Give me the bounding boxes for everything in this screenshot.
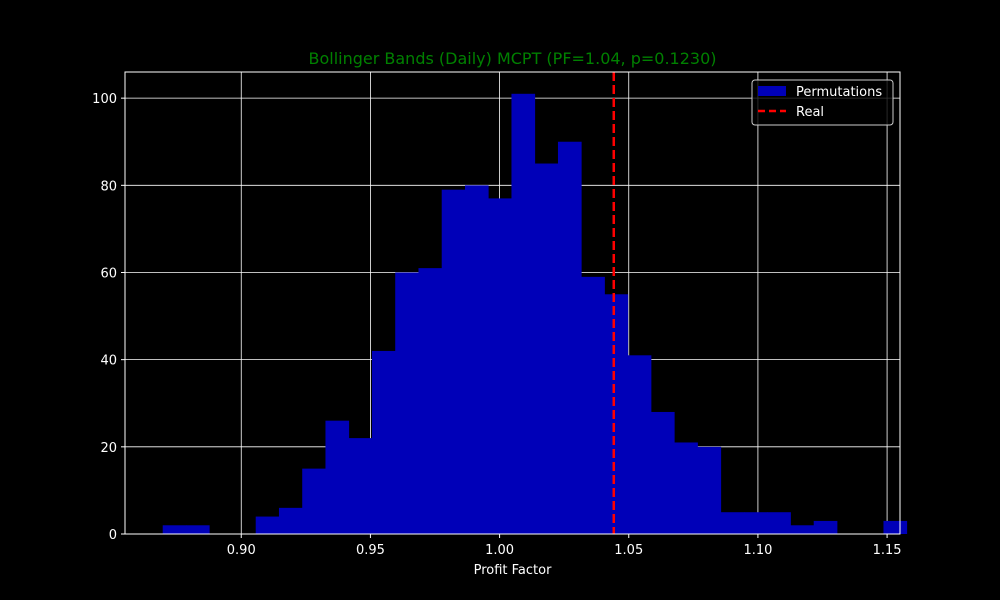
histogram-bar: [185, 525, 210, 534]
y-tick-label: 100: [92, 92, 117, 107]
histogram-bar: [790, 525, 815, 534]
histogram-bar: [581, 276, 605, 534]
histogram-bar: [395, 272, 419, 534]
legend-label-permutations: Permutations: [796, 85, 882, 100]
histogram-bar: [418, 268, 443, 534]
histogram-bar: [883, 520, 908, 534]
plot-frame: [124, 71, 901, 535]
histogram-bar: [557, 141, 582, 535]
histogram-bars: [162, 93, 908, 535]
histogram-bar: [697, 446, 722, 534]
x-tick-label: 1.10: [743, 543, 772, 558]
x-tick-label: 0.90: [227, 543, 256, 558]
legend: Permutations Real: [751, 79, 894, 126]
histogram-bar: [278, 507, 303, 534]
histogram-bar: [488, 198, 512, 534]
legend-label-real: Real: [796, 105, 824, 120]
x-tick-label: 1.05: [614, 543, 643, 558]
y-tick-label: 40: [100, 354, 117, 369]
legend-box: [751, 79, 894, 126]
chart-title: Bollinger Bands (Daily) MCPT (PF=1.04, p…: [308, 49, 716, 68]
y-tick-label: 80: [100, 179, 117, 194]
x-tick-label: 1.15: [873, 543, 902, 558]
y-tick-label: 0: [109, 528, 117, 543]
x-tick-label: 1.00: [485, 543, 514, 558]
histogram-bar: [534, 163, 559, 534]
histogram-bar: [255, 516, 280, 534]
histogram-bar: [371, 350, 396, 534]
histogram-bar: [464, 185, 489, 535]
histogram-bar: [325, 420, 350, 534]
histogram-bar: [743, 512, 768, 534]
x-tick-label: 0.95: [356, 543, 385, 558]
histogram-bar: [674, 442, 698, 534]
histogram-bar: [511, 93, 536, 534]
axis-ticks: 0.90 0.95 1.00 1.05 1.10 1.15 0 20 40 60 80 100: [92, 92, 901, 558]
y-tick-label: 20: [100, 441, 117, 456]
histogram-bar: [720, 512, 745, 534]
histogram-bar: [767, 512, 791, 534]
histogram-bar: [441, 189, 466, 534]
histogram-bar: [302, 468, 326, 534]
y-tick-label: 60: [100, 266, 117, 281]
histogram-bar: [604, 294, 629, 534]
histogram-bar: [348, 438, 373, 534]
x-axis-label: Profit Factor: [474, 563, 552, 578]
histogram-bar: [650, 411, 675, 534]
histogram-bar: [162, 525, 187, 534]
histogram-bar: [813, 520, 838, 534]
legend-swatch-permutations: [758, 86, 786, 96]
histogram-bar: [627, 355, 652, 534]
